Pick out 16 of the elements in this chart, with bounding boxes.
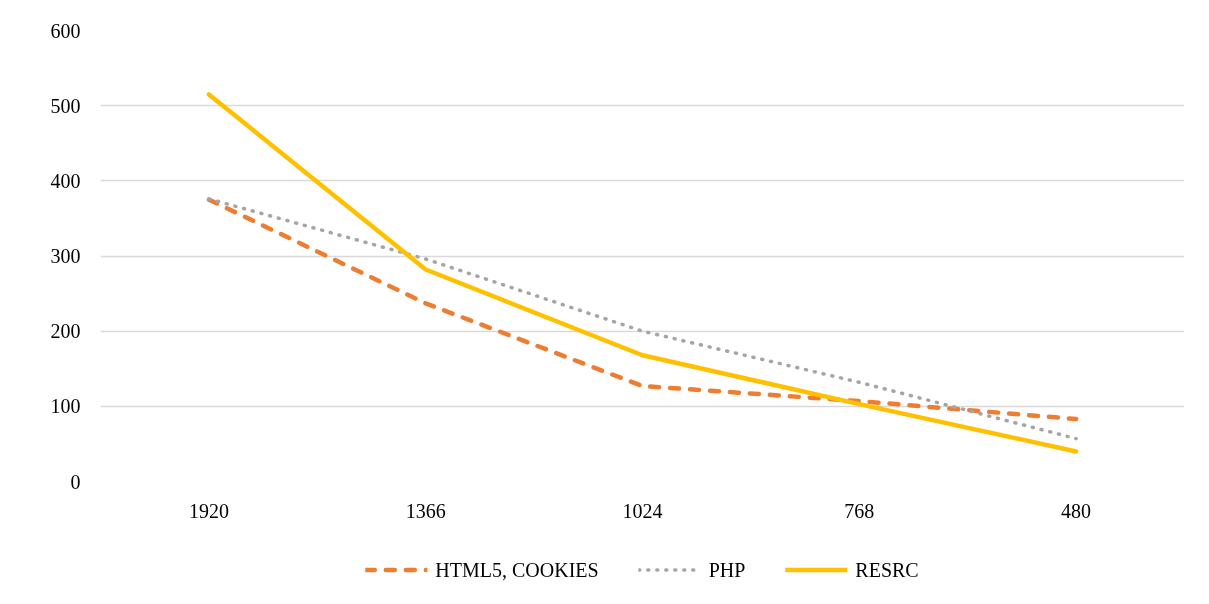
- legend-label: HTML5, COOKIES: [435, 558, 599, 581]
- x-tick-label: 1024: [622, 499, 663, 522]
- y-tick-label: 0: [70, 470, 81, 493]
- x-tick-label: 1366: [405, 499, 446, 522]
- y-tick-label: 300: [50, 245, 81, 267]
- legend-label: PHP: [708, 558, 746, 581]
- line-series: [206, 92, 1079, 454]
- y-tick-label: 200: [50, 320, 81, 343]
- y-tick-label: 100: [50, 395, 81, 418]
- x-tick-label: 480: [1061, 499, 1092, 522]
- x-tick-label: 768: [844, 499, 875, 522]
- y-tick-label: 500: [50, 94, 81, 117]
- y-tick-label: 400: [50, 169, 81, 192]
- y-tick-label: 600: [50, 19, 81, 42]
- x-tick-label: 1920: [188, 499, 229, 522]
- legend-label: RESRC: [855, 558, 919, 581]
